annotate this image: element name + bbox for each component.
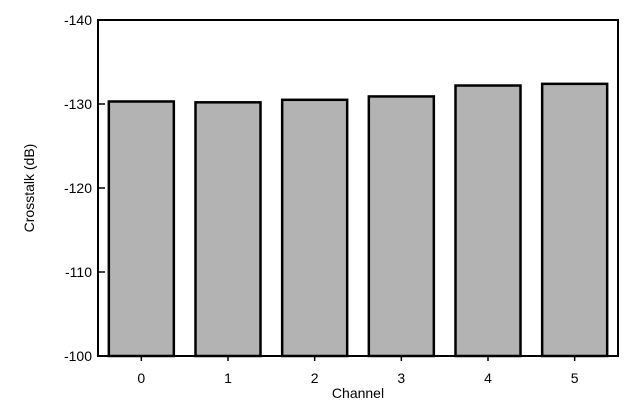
x-tick-label: 3 bbox=[397, 370, 405, 386]
y-tick-label: -100 bbox=[64, 348, 92, 364]
x-tick-label: 0 bbox=[137, 370, 145, 386]
x-tick-label: 1 bbox=[224, 370, 232, 386]
x-tick-label: 5 bbox=[571, 370, 579, 386]
bar-channel-1 bbox=[194, 101, 262, 358]
y-tick-label: -120 bbox=[64, 180, 92, 196]
bar-channel-2 bbox=[280, 98, 349, 358]
y-tick-label: -140 bbox=[64, 12, 92, 28]
bar-channel-4 bbox=[454, 84, 522, 358]
y-axis: -140 -130 -120 -110 -100 bbox=[64, 12, 105, 364]
y-axis-title: Crosstalk (dB) bbox=[21, 144, 37, 233]
bars bbox=[107, 82, 609, 358]
bar-channel-0 bbox=[107, 100, 176, 358]
x-axis-title: Channel bbox=[332, 385, 384, 401]
x-axis: 0 1 2 3 4 5 bbox=[137, 356, 579, 386]
y-tick-label: -130 bbox=[64, 96, 92, 112]
plot-frame bbox=[97, 19, 619, 357]
bar-channel-5 bbox=[540, 82, 609, 358]
bar-channel-3 bbox=[367, 95, 436, 358]
x-tick-label: 2 bbox=[311, 370, 319, 386]
y-tick-label: -110 bbox=[65, 264, 92, 280]
plot-area bbox=[97, 19, 619, 357]
x-tick-label: 4 bbox=[484, 370, 492, 386]
